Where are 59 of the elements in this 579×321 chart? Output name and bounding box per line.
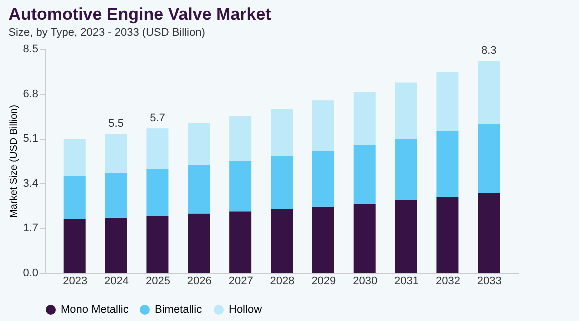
x-tick-label: 2033 <box>477 276 502 288</box>
y-tick-label: 0.0 <box>23 268 38 280</box>
annotation: 5.7 <box>150 112 166 125</box>
bar <box>271 156 293 210</box>
bar <box>436 197 459 273</box>
x-tick-label: 2025 <box>146 276 170 288</box>
x-tick-label: 2031 <box>394 276 420 288</box>
bar <box>146 169 169 216</box>
annotation: 8.3 <box>481 45 497 58</box>
x-tick-label: 2024 <box>104 276 130 288</box>
bar <box>395 82 418 139</box>
bar <box>478 193 500 273</box>
bar <box>478 61 500 124</box>
x-tick-label: 2026 <box>187 276 212 288</box>
bar <box>271 109 293 156</box>
x-tick-label: 2023 <box>63 276 88 288</box>
bar <box>354 145 376 204</box>
x-tick-label: 2028 <box>270 276 295 288</box>
bar <box>478 124 500 194</box>
bar <box>354 204 376 273</box>
bar <box>436 72 459 132</box>
x-tick-label: 2029 <box>312 276 336 288</box>
bar <box>146 128 169 170</box>
x-tick-label: 2030 <box>353 276 378 288</box>
bar <box>395 138 418 201</box>
y-tick-label: 1.7 <box>23 222 38 235</box>
bar <box>64 176 86 220</box>
bar <box>105 173 128 218</box>
bar <box>188 165 210 214</box>
x-tick-label: 2032 <box>436 276 460 288</box>
bar <box>188 214 210 273</box>
y-tick-label: 3.4 <box>23 178 38 190</box>
y-axis-title: Market Size (USD Billion) <box>9 105 20 218</box>
y-tick-label: 5.1 <box>23 133 38 146</box>
bar <box>64 139 86 177</box>
legend-label: Mono Metallic <box>61 304 130 316</box>
bar <box>230 161 252 212</box>
bar <box>230 116 252 161</box>
bar <box>105 218 128 273</box>
bar <box>105 134 128 174</box>
chart-subtitle: Size, by Type, 2023 - 2033 (USD Billion) <box>8 27 206 39</box>
bar <box>64 220 86 273</box>
chart-title: Automotive Engine Valve Market <box>8 5 272 24</box>
bar <box>395 200 418 273</box>
x-tick-label: 2027 <box>228 276 254 288</box>
bar <box>312 206 334 273</box>
bar <box>230 212 252 273</box>
bar <box>354 92 376 146</box>
bar <box>436 131 459 198</box>
bar <box>146 216 169 273</box>
bar <box>188 123 210 166</box>
bar <box>271 209 293 273</box>
bar <box>312 100 334 151</box>
y-tick-label: 6.8 <box>23 88 38 100</box>
annotation: 5.5 <box>108 118 124 130</box>
legend-label: Bimetallic <box>155 304 203 316</box>
y-tick-label: 8.5 <box>23 44 38 56</box>
legend-label: Hollow <box>229 304 262 316</box>
bar <box>312 150 334 207</box>
